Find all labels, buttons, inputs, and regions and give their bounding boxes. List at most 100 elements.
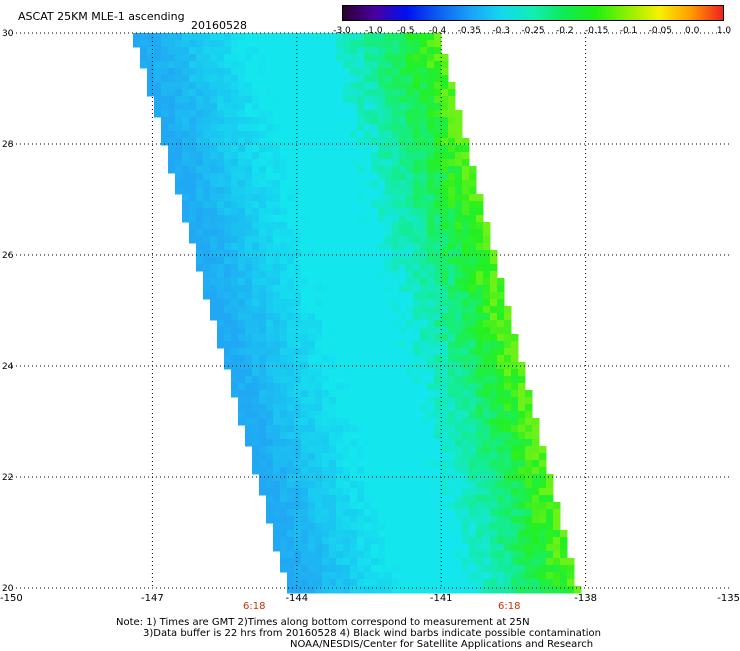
swath-cell	[371, 306, 379, 314]
swath-cell	[280, 292, 288, 300]
swath-cell	[329, 117, 337, 125]
swath-cell	[427, 131, 435, 139]
swath-cell	[483, 383, 491, 391]
swath-cell	[315, 355, 323, 363]
swath-cell	[273, 215, 281, 223]
swath-cell	[420, 481, 428, 489]
swath-cell	[161, 68, 169, 76]
swath-cell	[378, 54, 386, 62]
swath-cell	[364, 180, 372, 188]
swath-cell	[385, 257, 393, 265]
swath-cell	[329, 439, 337, 447]
swath-cell	[469, 278, 477, 286]
swath-cell	[441, 96, 449, 104]
swath-cell	[301, 292, 309, 300]
swath-cell	[455, 194, 463, 202]
swath-cell	[322, 390, 330, 398]
swath-cell	[189, 61, 197, 69]
swath-cell	[308, 509, 316, 517]
swath-cell	[231, 285, 239, 293]
swath-cell	[350, 516, 358, 524]
swath-cell	[224, 292, 232, 300]
swath-cell	[329, 502, 337, 510]
swath-cell	[287, 348, 295, 356]
swath-cell	[462, 264, 470, 272]
swath-cell	[245, 131, 253, 139]
swath-cell	[301, 173, 309, 181]
swath-cell	[308, 75, 316, 83]
swath-cell	[399, 82, 407, 90]
swath-cell	[357, 467, 365, 475]
swath-cell	[280, 75, 288, 83]
swath-cell	[364, 439, 372, 447]
swath-cell	[210, 306, 218, 314]
swath-cell	[427, 320, 435, 328]
swath-cell	[224, 327, 232, 335]
swath-cell	[252, 313, 260, 321]
swath-cell	[378, 89, 386, 97]
swath-cell	[259, 47, 267, 55]
swath-cell	[518, 418, 526, 426]
swath-cell	[364, 124, 372, 132]
swath-cell	[273, 509, 281, 517]
swath-cell	[427, 376, 435, 384]
swath-cell	[315, 89, 323, 97]
swath-cell	[441, 446, 449, 454]
swath-cell	[385, 187, 393, 195]
swath-cell	[378, 278, 386, 286]
swath-cell	[259, 411, 267, 419]
swath-cell	[336, 250, 344, 258]
swath-cell	[420, 509, 428, 517]
swath-cell	[252, 425, 260, 433]
swath-cell	[357, 586, 365, 594]
swath-cell	[308, 579, 316, 587]
swath-cell	[357, 229, 365, 237]
swath-cell	[308, 418, 316, 426]
swath-cell	[406, 579, 414, 587]
swath-cell	[301, 544, 309, 552]
swath-cell	[364, 152, 372, 160]
swath-cell	[434, 460, 442, 468]
swath-cell	[497, 579, 505, 587]
swath-cell	[364, 187, 372, 195]
swath-cell	[462, 432, 470, 440]
swath-cell	[294, 292, 302, 300]
swath-cell	[525, 460, 533, 468]
swath-cell	[252, 110, 260, 118]
swath-cell	[420, 180, 428, 188]
swath-cell	[329, 103, 337, 111]
swath-cell	[301, 502, 309, 510]
swath-cell	[350, 61, 358, 69]
colorbar-tick-label: 0.0	[685, 26, 700, 36]
swath-cell	[350, 572, 358, 580]
swath-cell	[441, 320, 449, 328]
swath-cell	[287, 299, 295, 307]
swath-cell	[413, 173, 421, 181]
swath-cell	[483, 579, 491, 587]
swath-cell	[448, 362, 456, 370]
swath-cell	[315, 460, 323, 468]
swath-cell	[490, 397, 498, 405]
swath-cell	[273, 523, 281, 531]
swath-cell	[266, 110, 274, 118]
swath-cell	[413, 460, 421, 468]
swath-cell	[511, 558, 519, 566]
swath-cell	[336, 201, 344, 209]
swath-cell	[308, 145, 316, 153]
swath-cell	[238, 222, 246, 230]
swath-cell	[357, 355, 365, 363]
swath-cell	[196, 103, 204, 111]
swath-cell	[364, 432, 372, 440]
swath-cell	[483, 495, 491, 503]
swath-cell	[490, 285, 498, 293]
swath-cell	[504, 558, 512, 566]
swath-cell	[217, 327, 225, 335]
swath-cell	[455, 313, 463, 321]
swath-cell	[490, 530, 498, 538]
swath-cell	[420, 418, 428, 426]
swath-cell	[252, 152, 260, 160]
swath-cell	[231, 131, 239, 139]
swath-cell	[329, 411, 337, 419]
swath-cell	[245, 117, 253, 125]
swath-cell	[504, 467, 512, 475]
